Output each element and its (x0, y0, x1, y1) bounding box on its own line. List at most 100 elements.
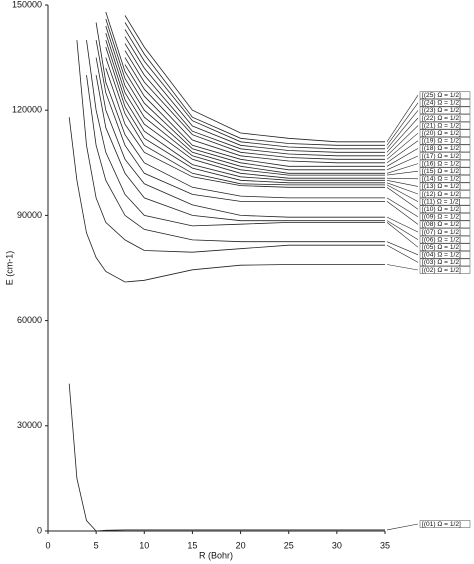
leader (386, 95, 419, 142)
leader (386, 222, 419, 248)
leader (386, 180, 419, 187)
legend-box (419, 129, 471, 137)
legend-box (419, 167, 471, 175)
curve (124, 22, 385, 146)
curve (105, 39, 385, 181)
curve (105, 25, 385, 176)
x-tick-label: 15 (187, 540, 197, 550)
curve (95, 22, 385, 199)
curve (105, 32, 385, 179)
legend-label: [(13) Ω = 1/2] (422, 183, 461, 190)
x-tick-label: 25 (284, 540, 294, 550)
legend-box (419, 266, 471, 274)
leader (386, 182, 419, 195)
legend-label: [(19) Ω = 1/2] (422, 138, 461, 145)
curve (105, 46, 385, 184)
legend-label: [(08) Ω = 1/2] (422, 221, 461, 228)
x-tick-label: 0 (45, 540, 50, 550)
legend-box (419, 258, 471, 267)
legend-label: [(09) Ω = 1/2] (422, 214, 461, 221)
leader (386, 187, 419, 210)
curve (124, 43, 385, 157)
leader (386, 102, 419, 146)
leader (386, 184, 419, 202)
legend-label: [(03) Ω = 1/2] (422, 259, 461, 266)
legend-box (419, 197, 471, 206)
legend-box (419, 121, 471, 130)
legend-box (419, 106, 471, 115)
legend-label: [(25) Ω = 1/2] (422, 92, 461, 99)
legend-box (419, 190, 471, 198)
leader (386, 125, 419, 157)
leader (386, 148, 419, 167)
legend-label: [(04) Ω = 1/2] (422, 252, 461, 259)
leader (386, 132, 419, 160)
legend-label: [(05) Ω = 1/2] (422, 244, 461, 251)
curve (68, 117, 385, 283)
legend-label: [(14) Ω = 1/2] (422, 176, 461, 183)
curve (124, 36, 385, 153)
y-tick-label: 90000 (17, 210, 42, 220)
legend-box (419, 520, 471, 528)
curve (105, 11, 385, 171)
legend-label: [(20) Ω = 1/2] (422, 130, 461, 137)
legend-box (419, 144, 471, 153)
legend-box (419, 91, 471, 99)
legend-box (419, 235, 471, 244)
legend-label: [(22) Ω = 1/2] (422, 115, 461, 122)
legend-label: [(07) Ω = 1/2] (422, 229, 461, 236)
leader (386, 177, 419, 180)
legend-label: [(02) Ω = 1/2] (422, 267, 461, 274)
legend-box (419, 220, 471, 229)
curve (124, 57, 385, 164)
legend-box (419, 114, 471, 122)
leader (386, 163, 419, 174)
legend-label: [(18) Ω = 1/2] (422, 145, 461, 152)
legend-label: [(12) Ω = 1/2] (422, 191, 461, 198)
legend-box (419, 205, 471, 213)
legend-box (419, 182, 471, 191)
curve (86, 40, 385, 227)
y-tick-label: 0 (37, 525, 42, 535)
legend-label: [(21) Ω = 1/2] (422, 122, 461, 129)
legend-box (419, 137, 471, 145)
x-tick-label: 10 (139, 540, 149, 550)
leader (386, 197, 419, 218)
y-axis-label: E (cm-1) (4, 251, 14, 286)
x-tick-label: 30 (332, 540, 342, 550)
y-tick-label: 120000 (12, 105, 42, 115)
curve (76, 40, 385, 253)
leader (386, 110, 419, 149)
legend-label: [(23) Ω = 1/2] (422, 107, 461, 114)
leader (386, 241, 419, 256)
curve (95, 57, 385, 218)
legend-box (419, 152, 471, 160)
legend-label: [(01) Ω = 1/2] (422, 521, 461, 528)
x-tick-label: 35 (380, 540, 390, 550)
legend-label: [(11) Ω = 1/2] (422, 198, 461, 205)
curve (105, 18, 385, 174)
leader (386, 155, 419, 171)
curve (68, 383, 385, 532)
curve (124, 64, 385, 167)
legend-box (419, 243, 471, 251)
legend-box (419, 251, 471, 259)
legend-label: [(10) Ω = 1/2] (422, 206, 461, 213)
curve (105, 67, 385, 188)
curve (124, 15, 385, 143)
leader (386, 117, 419, 153)
leader (386, 140, 419, 164)
leader (386, 216, 419, 233)
legend-label: [(06) Ω = 1/2] (422, 236, 461, 243)
leader (386, 244, 419, 263)
legend-box (419, 175, 471, 183)
legend-box (419, 228, 471, 236)
curve (124, 50, 385, 160)
y-tick-label: 60000 (17, 315, 42, 325)
legend-label: [(24) Ω = 1/2] (422, 100, 461, 107)
curve (105, 57, 385, 186)
leader (386, 170, 419, 176)
legend-box (419, 159, 471, 168)
